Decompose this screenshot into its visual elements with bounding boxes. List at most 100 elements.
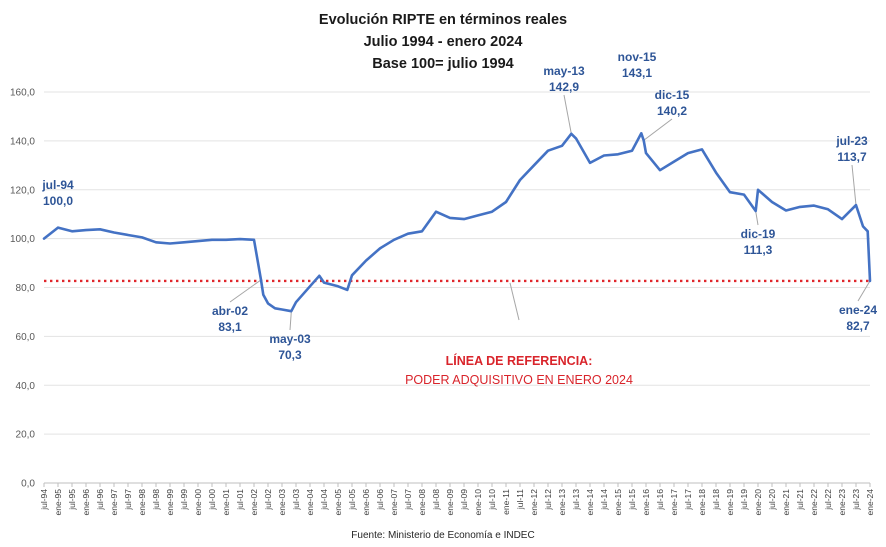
annotation-leader-lines [229, 94, 871, 331]
x-tick-label: jul-13 [571, 489, 581, 511]
annotation-date-nov-15: nov-15 [618, 50, 657, 64]
chart-title: Evolución RIPTE en términos reales [319, 12, 567, 28]
x-tick-label: ene-12 [529, 489, 539, 516]
reference-label-text: PODER ADQUISITIVO EN ENERO 2024 [405, 373, 633, 387]
x-tick-label: jul-07 [403, 489, 413, 511]
annotation-value-ene-24: 82,7 [846, 319, 870, 333]
annotation-leader [563, 94, 572, 134]
x-tick-label: ene-15 [613, 489, 623, 516]
x-tick-label: jul-09 [459, 489, 469, 511]
x-tick-label: jul-20 [767, 489, 777, 511]
x-tick-label: jul-03 [291, 489, 301, 511]
x-tick-label: jul-18 [711, 489, 721, 511]
x-tick-label: ene-04 [305, 489, 315, 516]
annotation-leader [857, 280, 871, 302]
annotation-leader [851, 164, 857, 206]
x-tick-label: ene-11 [501, 489, 511, 515]
x-tick-label: jul-95 [67, 489, 77, 511]
x-tick-label: ene-98 [137, 489, 147, 516]
x-tick-label: ene-20 [753, 489, 763, 516]
y-axis: 0,0 20,0 40,0 60,0 80,0 100,0 120,0 140,0 160,0 [10, 88, 35, 490]
x-tick-label: ene-03 [277, 489, 287, 516]
x-tick-label: jul-11 [515, 489, 525, 510]
annotation-date-may-03: may-03 [269, 332, 311, 346]
y-tick-label: 160,0 [10, 88, 35, 99]
x-tick-label: jul-04 [319, 489, 329, 511]
annotation-value-nov-15: 143,1 [622, 66, 652, 80]
x-tick-label: jul-01 [235, 489, 245, 511]
y-tick-label: 60,0 [16, 332, 36, 343]
x-tick-label: ene-21 [781, 489, 791, 516]
annotation-date-jul-23: jul-23 [835, 134, 868, 148]
x-tick-label: jul-19 [739, 489, 749, 511]
annotations: jul-94 100,0 abr-02 83,1 may-03 70,3 may-13 142… [41, 50, 877, 362]
y-tick-label: 20,0 [16, 430, 36, 441]
x-tick-label: ene-16 [641, 489, 651, 516]
annotation-date-dic-19: dic-19 [741, 227, 776, 241]
x-tick-label: ene-06 [361, 489, 371, 516]
x-tick-label: jul-96 [95, 489, 105, 511]
annotation-date-dic-15: dic-15 [655, 88, 690, 102]
x-tick-label: jul-22 [823, 489, 833, 511]
chart-subtitle-base: Base 100= julio 1994 [372, 56, 513, 72]
x-tick-label: jul-16 [655, 489, 665, 511]
x-tick-label: jul-10 [487, 489, 497, 511]
y-tick-label: 0,0 [21, 479, 35, 490]
x-tick-label: ene-14 [585, 489, 595, 516]
gridlines [44, 91, 870, 484]
annotation-date-may-13: may-13 [543, 64, 585, 78]
x-tick-label: ene-01 [221, 489, 231, 516]
annotation-leader [643, 118, 673, 141]
annotation-date-jul-94: jul-94 [41, 178, 74, 192]
y-tick-label: 80,0 [16, 283, 36, 294]
x-tick-label: ene-00 [193, 489, 203, 516]
x-tick-label: ene-09 [445, 489, 455, 516]
annotation-value-jul-23: 113,7 [837, 150, 867, 164]
annotation-leader [755, 210, 759, 226]
chart-title-block: Evolución RIPTE en términos reales Julio… [319, 12, 567, 72]
x-tick-label: ene-23 [837, 489, 847, 516]
x-tick-label: jul-14 [599, 489, 609, 511]
reference-leader-line [509, 282, 520, 321]
x-tick-label: ene-02 [249, 489, 259, 516]
annotation-date-abr-02: abr-02 [212, 304, 248, 318]
x-tick-label: ene-07 [389, 489, 399, 516]
annotation-value-jul-94: 100,0 [43, 194, 73, 208]
x-tick-label: jul-17 [683, 489, 693, 511]
x-tick-label: jul-08 [431, 489, 441, 511]
x-tick-label: jul-02 [263, 489, 273, 511]
x-tick-label: jul-99 [179, 489, 189, 511]
x-tick-label: ene-10 [473, 489, 483, 516]
annotation-leader [229, 279, 262, 303]
y-tick-label: 40,0 [16, 381, 36, 392]
x-tick-label: jul-12 [543, 489, 553, 511]
x-tick-label: ene-13 [557, 489, 567, 516]
x-tick-label: jul-94 [39, 489, 49, 511]
x-axis: jul-94 ene-95 jul-95 ene-96 jul-96 ene-97 jul-… [39, 483, 875, 515]
annotation-value-may-03: 70,3 [278, 348, 302, 362]
x-tick-label: jul-00 [207, 489, 217, 511]
y-tick-label: 100,0 [10, 234, 35, 245]
annotation-value-may-13: 142,9 [549, 80, 579, 94]
x-tick-label: ene-99 [165, 489, 175, 516]
x-tick-label: jul-15 [627, 489, 637, 511]
x-tick-label: jul-97 [123, 489, 133, 511]
annotation-date-ene-24: ene-24 [839, 303, 877, 317]
x-tick-label: ene-22 [809, 489, 819, 516]
x-tick-label: jul-98 [151, 489, 161, 511]
x-tick-label: jul-21 [795, 489, 805, 511]
x-tick-label: ene-95 [53, 489, 63, 516]
series-line-ripte [42, 132, 872, 313]
source-note: Fuente: Ministerio de Economía e INDEC [351, 530, 534, 541]
x-tick-label: jul-06 [375, 489, 385, 511]
x-tick-label: jul-05 [347, 489, 357, 511]
x-tick-label: ene-08 [417, 489, 427, 516]
x-tick-label: ene-24 [865, 489, 875, 516]
x-tick-label: ene-19 [725, 489, 735, 516]
annotation-leader [289, 311, 292, 331]
annotation-value-dic-19: 111,3 [744, 243, 773, 257]
x-tick-label: ene-17 [669, 489, 679, 516]
x-tick-label: ene-97 [109, 489, 119, 516]
x-tick-label: jul-23 [851, 489, 861, 511]
